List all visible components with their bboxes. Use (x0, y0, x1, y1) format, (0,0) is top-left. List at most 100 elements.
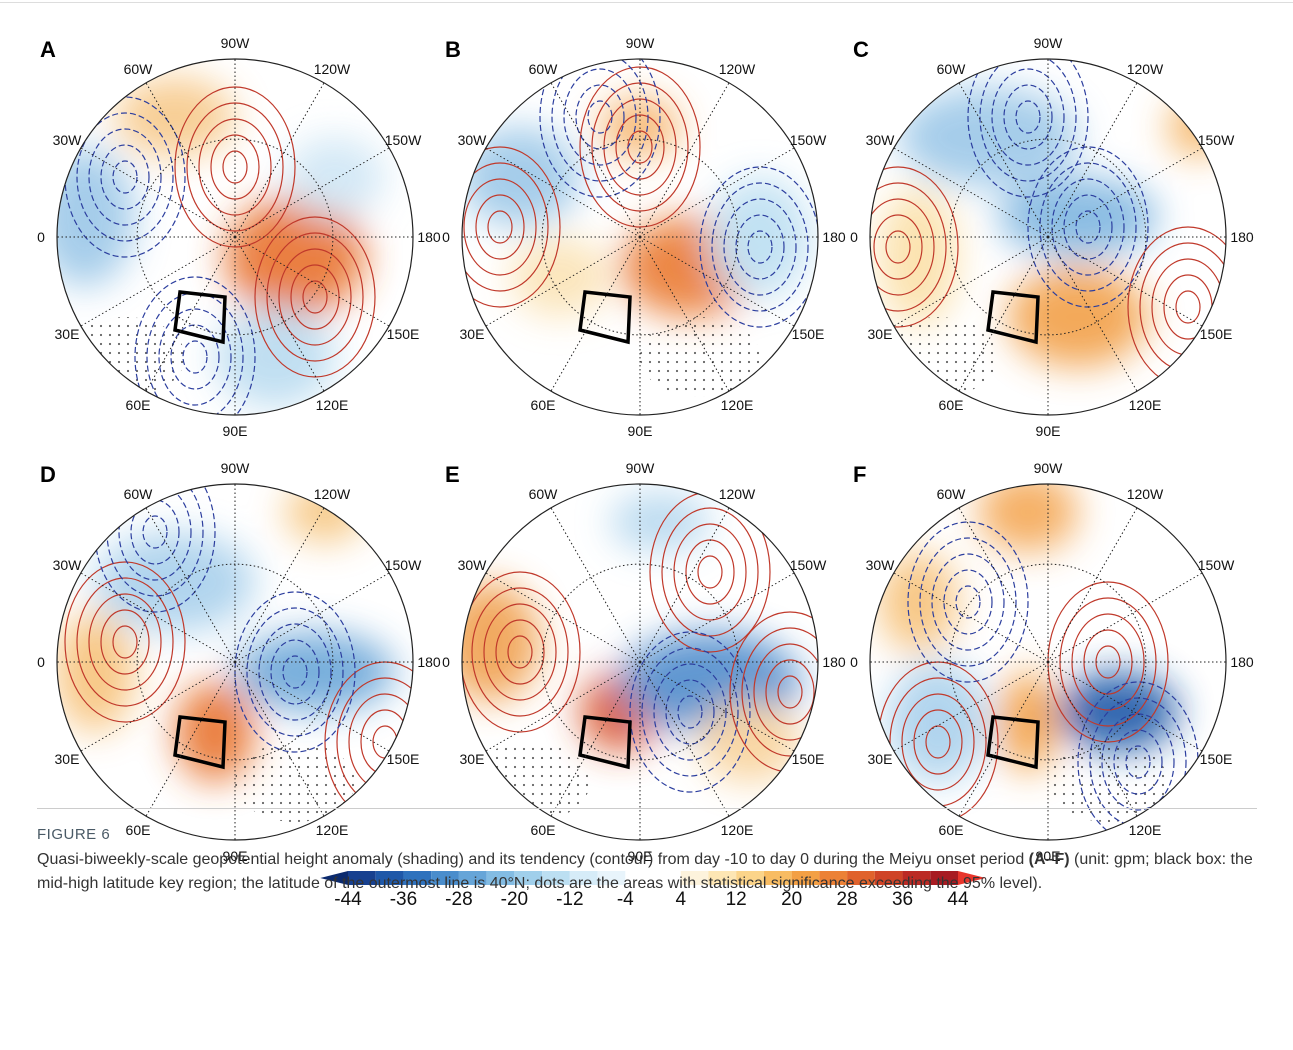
longitude-label: 150W (385, 557, 422, 573)
longitude-label: 150E (792, 751, 825, 767)
longitude-label: 30E (460, 326, 485, 342)
shading-blob (1168, 97, 1228, 157)
longitude-label: 180 (822, 654, 846, 670)
longitude-label: 90E (223, 423, 248, 439)
longitude-label: 30E (55, 326, 80, 342)
longitude-label: 30E (868, 751, 893, 767)
significance-dots (1048, 742, 1168, 822)
contour (662, 508, 758, 636)
map-panel: 180150W120W90W60W30W030E60E90E120E150EF (850, 460, 1254, 864)
longitude-label: 120E (316, 822, 349, 838)
contour (183, 341, 207, 373)
longitude-label: 120W (314, 61, 351, 77)
longitude-label: 150W (1198, 557, 1235, 573)
longitude-label: 0 (37, 654, 45, 670)
map-content (838, 37, 1248, 397)
map-panel: 180150W120W90W60W30W030E60E90E120E150ED (37, 452, 445, 864)
longitude-label: 150E (792, 326, 825, 342)
longitude-label: 30W (53, 132, 83, 148)
meridian (1048, 573, 1202, 662)
longitude-label: 90W (221, 460, 251, 476)
panel-label: B (445, 37, 461, 62)
longitude-label: 60W (937, 61, 967, 77)
longitude-label: 120W (1127, 486, 1164, 502)
shading-blob (978, 472, 1078, 552)
longitude-label: 120W (1127, 61, 1164, 77)
longitude-label: 120E (721, 822, 754, 838)
page: { "panels": [ {"label": "A"}, {"label": … (0, 0, 1293, 1050)
caption-rule (37, 808, 1257, 809)
longitude-label: 90E (1036, 423, 1061, 439)
longitude-label: 30W (866, 132, 896, 148)
longitude-label: 60E (939, 822, 964, 838)
longitude-label: 120E (1129, 397, 1162, 413)
longitude-label: 90W (221, 35, 251, 51)
significance-dots (640, 317, 760, 397)
longitude-label: 0 (37, 229, 45, 245)
longitude-label: 60W (937, 486, 967, 502)
longitude-label: 120E (721, 397, 754, 413)
caption-text: Quasi-biweekly-scale geopotential height… (37, 851, 1024, 868)
key-region-box (175, 292, 225, 342)
longitude-label: 60E (939, 397, 964, 413)
longitude-label: 180 (417, 654, 441, 670)
contour (349, 694, 421, 790)
caption: Quasi-biweekly-scale geopotential height… (37, 848, 1257, 896)
longitude-label: 60E (126, 397, 151, 413)
shading-blob (440, 582, 540, 702)
longitude-label: 60W (124, 486, 154, 502)
shading-blob (285, 137, 385, 217)
longitude-label: 150E (1200, 751, 1233, 767)
longitude-label: 180 (417, 229, 441, 245)
longitude-label: 150W (790, 132, 827, 148)
panel-label: C (853, 37, 869, 62)
contour (337, 678, 433, 806)
shading-blob (610, 492, 710, 552)
shading-blob (1008, 267, 1148, 367)
significance-dots (235, 742, 355, 822)
panel-label: A (40, 37, 56, 62)
map-content (440, 492, 850, 822)
longitude-label: 150W (1198, 132, 1235, 148)
panel-label: E (445, 462, 460, 487)
longitude-label: 60E (126, 822, 151, 838)
shading-blob (510, 237, 610, 317)
longitude-label: 30W (458, 557, 488, 573)
panel-label: F (853, 462, 866, 487)
contour (698, 556, 722, 588)
longitude-label: 60E (531, 822, 556, 838)
longitude-label: 150E (1200, 326, 1233, 342)
longitude-label: 0 (850, 654, 858, 670)
longitude-label: 180 (1230, 229, 1254, 245)
longitude-label: 60W (529, 61, 559, 77)
map-panel: 180150W120W90W60W30W030E60E90E120E150EA (35, 35, 441, 439)
longitude-label: 180 (822, 229, 846, 245)
contour (1140, 243, 1236, 371)
longitude-label: 0 (442, 229, 450, 245)
shading-blob (35, 147, 135, 287)
longitude-label: 90E (628, 423, 653, 439)
longitude-label: 120E (1129, 822, 1162, 838)
contour (956, 586, 980, 618)
longitude-label: 120W (719, 486, 756, 502)
contour (686, 540, 734, 604)
map-panel: 180150W120W90W60W30W030E60E90E120E150EB (440, 35, 846, 439)
figure-label: FIGURE 6 (37, 826, 110, 843)
longitude-label: 30E (55, 751, 80, 767)
longitude-label: 60W (529, 486, 559, 502)
contour (674, 524, 746, 620)
map-content (878, 472, 1198, 842)
longitude-label: 30E (460, 751, 485, 767)
longitude-label: 150W (790, 557, 827, 573)
longitude-label: 120W (719, 61, 756, 77)
shading-blob (888, 662, 988, 782)
longitude-label: 150W (385, 132, 422, 148)
longitude-label: 150E (387, 751, 420, 767)
shading-blob (235, 632, 395, 712)
longitude-label: 60E (531, 397, 556, 413)
longitude-label: 0 (850, 229, 858, 245)
longitude-label: 90W (626, 460, 656, 476)
longitude-label: 90W (1034, 35, 1064, 51)
